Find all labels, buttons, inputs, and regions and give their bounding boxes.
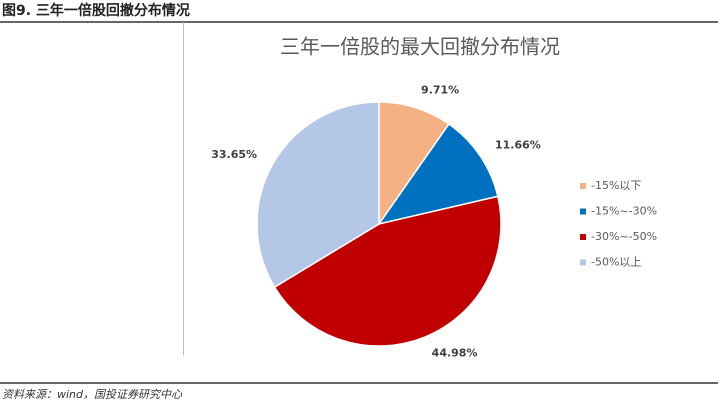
legend-swatch (580, 259, 586, 266)
pie-slice (377, 122, 499, 226)
legend-swatch (580, 183, 586, 189)
chart-title: 三年一倍股的最大回撤分布情况 (280, 35, 560, 59)
data-label: 9.71% (421, 83, 459, 96)
legend-label: -50%以上 (591, 256, 641, 269)
source-note: 资料来源：wind，国投证券研究中心 (2, 388, 183, 401)
legend-swatch (580, 208, 586, 215)
pie-slice (273, 195, 502, 347)
legend-label: -15%以下 (591, 179, 641, 192)
legend-label: -15%~-30% (591, 205, 657, 218)
pie-slice (256, 101, 380, 289)
data-label: 44.98% (432, 347, 478, 360)
data-label: 33.65% (211, 148, 257, 161)
pie-slice (378, 101, 450, 227)
plot: 9.71% 11.66% 44.98% 33.65% -15%以下 -15%~-30% -3… (211, 83, 657, 359)
figure-title: 图9. 三年一倍股回撤分布情况 (2, 2, 190, 19)
legend-swatch (580, 234, 586, 240)
legend-label: -30%~-50% (591, 230, 657, 243)
data-label: 11.66% (495, 139, 541, 152)
